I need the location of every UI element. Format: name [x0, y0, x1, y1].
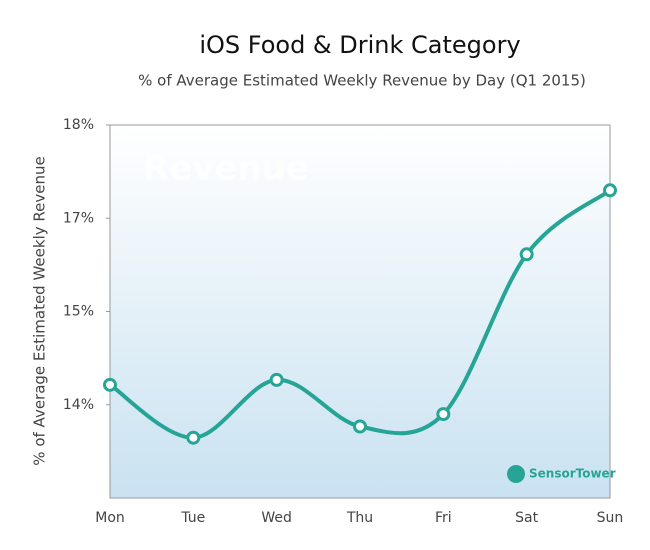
point	[103, 377, 117, 392]
y-tick-label: 18%	[63, 117, 94, 133]
watermark: Revenue	[143, 149, 309, 189]
x-tick-label: Sat	[515, 510, 538, 526]
y-tick-label: 15%	[63, 304, 94, 320]
y-axis-label: % of Average Estimated Weekly Revenue	[31, 156, 49, 465]
y-tick-label: 14%	[63, 397, 94, 413]
y-tick-label: 17%	[63, 210, 94, 226]
point	[519, 247, 534, 262]
point	[186, 430, 201, 445]
x-tick-label: Sun	[597, 510, 624, 526]
logo-icon	[507, 465, 525, 483]
x-tick-label: Fri	[435, 510, 452, 526]
logo: SensorTower	[529, 467, 616, 481]
x-tick-label: Mon	[95, 510, 125, 526]
point	[353, 419, 367, 434]
point	[603, 183, 617, 198]
point	[436, 407, 451, 422]
chart-subtitle: % of Average Estimated Weekly Revenue by…	[138, 72, 586, 90]
x-tick-label: Tue	[180, 510, 205, 526]
x-tick-label: Wed	[261, 510, 292, 526]
x-tick-label: Thu	[346, 510, 373, 526]
point	[269, 372, 284, 387]
chart-title: iOS Food & Drink Category	[199, 31, 520, 59]
